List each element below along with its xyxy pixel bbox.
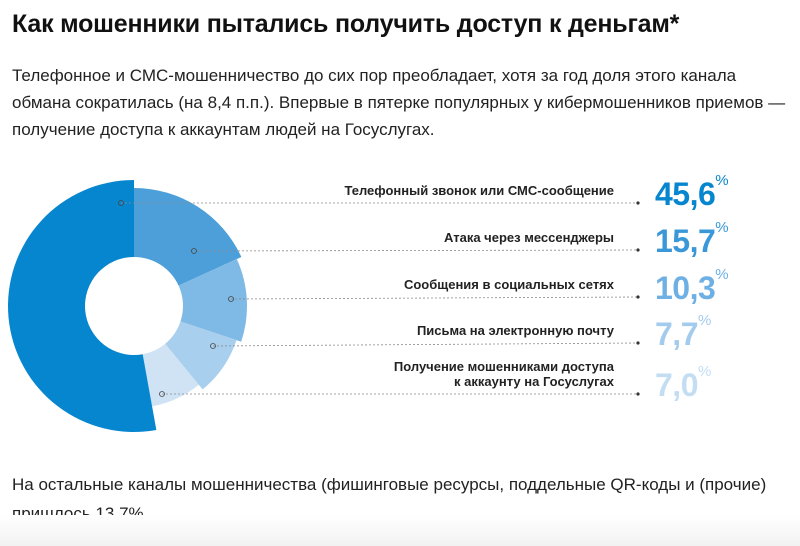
- category-label: Письма на электронную почту: [416, 323, 614, 338]
- value-number: 15,7: [655, 223, 716, 259]
- category-label: Получение мошенниками доступа к аккаунту…: [393, 359, 614, 389]
- page-title: Как мошенники пытались получить доступ к…: [12, 10, 680, 38]
- value-label: 45,6%: [655, 172, 729, 213]
- percent-sign: %: [697, 312, 711, 329]
- slice-marker: [159, 391, 165, 397]
- slice-marker: [210, 343, 216, 349]
- slice-marker: [191, 248, 197, 254]
- donut-slice: [134, 188, 242, 286]
- leader-end-dot: [636, 341, 640, 345]
- leader-end-dot: [636, 392, 640, 396]
- leader-line: [212, 342, 639, 347]
- percent-sign: %: [715, 172, 729, 189]
- category-label: Сообщения в социальных сетях: [403, 277, 614, 292]
- percent-sign: %: [715, 266, 729, 283]
- value-label: 10,3%: [655, 266, 729, 307]
- percent-sign: %: [715, 219, 729, 236]
- leader-end-dot: [636, 248, 640, 252]
- donut-slice: [142, 343, 199, 407]
- donut-slice: [165, 321, 237, 390]
- category-label: Атака через мессенджеры: [444, 230, 614, 245]
- value-number: 7,7: [655, 316, 698, 352]
- value-number: 10,3: [655, 270, 716, 306]
- value-label: 15,7%: [655, 219, 729, 260]
- bottom-fade: [0, 515, 800, 546]
- leader-line: [193, 249, 639, 252]
- value-label: 7,7%: [655, 312, 711, 353]
- leader-end-dot: [636, 295, 640, 299]
- intro-paragraph: Телефонное и СМС-мошенничество до сих по…: [12, 66, 786, 139]
- leader-line: [230, 296, 639, 300]
- donut-slice: [178, 259, 248, 342]
- value-number: 7,0: [655, 367, 698, 403]
- leader-end-dot: [636, 201, 640, 205]
- slice-marker: [228, 296, 234, 302]
- category-label: Телефонный звонок или СМС-сообщение: [344, 183, 614, 198]
- slice-marker: [118, 200, 124, 206]
- value-number: 45,6: [655, 176, 716, 212]
- percent-sign: %: [697, 363, 711, 380]
- value-label: 7,0%: [655, 363, 711, 404]
- donut-slice: [8, 180, 157, 432]
